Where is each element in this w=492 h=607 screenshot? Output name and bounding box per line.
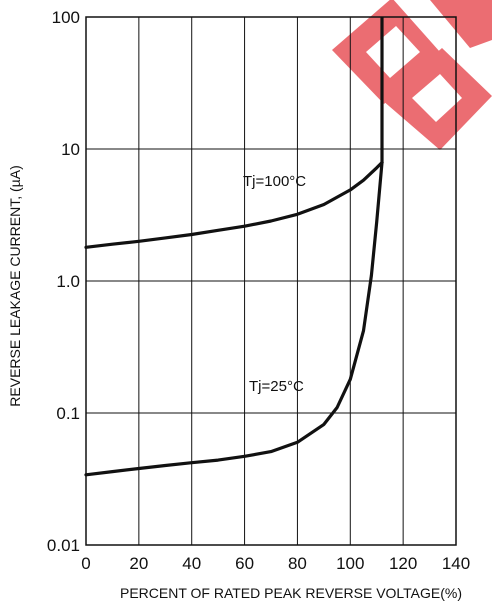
x-tick-label: 40 xyxy=(182,554,201,573)
y-tick-label: 1.0 xyxy=(56,272,80,291)
y-tick-label: 0.01 xyxy=(47,536,80,555)
x-tick-label: 20 xyxy=(129,554,148,573)
watermark-cutout-b xyxy=(412,74,462,122)
y-tick-label: 0.1 xyxy=(56,404,80,423)
series-label-tj-100c: Tj=100°C xyxy=(243,173,306,190)
series-line-0 xyxy=(84,160,384,249)
watermark-cutout-a xyxy=(366,26,420,78)
series-line-1 xyxy=(84,160,384,477)
x-tick-labels: 0 20 40 60 80 100 120 140 xyxy=(81,554,470,573)
x-tick-label: 140 xyxy=(442,554,470,573)
y-tick-label: 10 xyxy=(61,140,80,159)
x-tick-label: 60 xyxy=(235,554,254,573)
x-tick-label: 100 xyxy=(336,554,364,573)
y-tick-labels: 0.01 0.1 1.0 10 100 xyxy=(47,8,80,555)
series-layer xyxy=(84,17,384,477)
y-tick-label: 100 xyxy=(52,8,80,27)
watermark-logo xyxy=(332,0,492,150)
x-axis-label: PERCENT OF RATED PEAK REVERSE VOLTAGE(%) xyxy=(120,585,462,601)
x-tick-label: 0 xyxy=(81,554,90,573)
y-axis-label: REVERSE LEAKAGE CURRENT, (µA) xyxy=(7,165,23,406)
x-tick-label: 80 xyxy=(288,554,307,573)
x-tick-label: 120 xyxy=(389,554,417,573)
plot-frame xyxy=(85,16,457,546)
watermark-shape-c xyxy=(430,0,492,48)
series-label-tj-25c: Tj=25°C xyxy=(249,378,304,395)
